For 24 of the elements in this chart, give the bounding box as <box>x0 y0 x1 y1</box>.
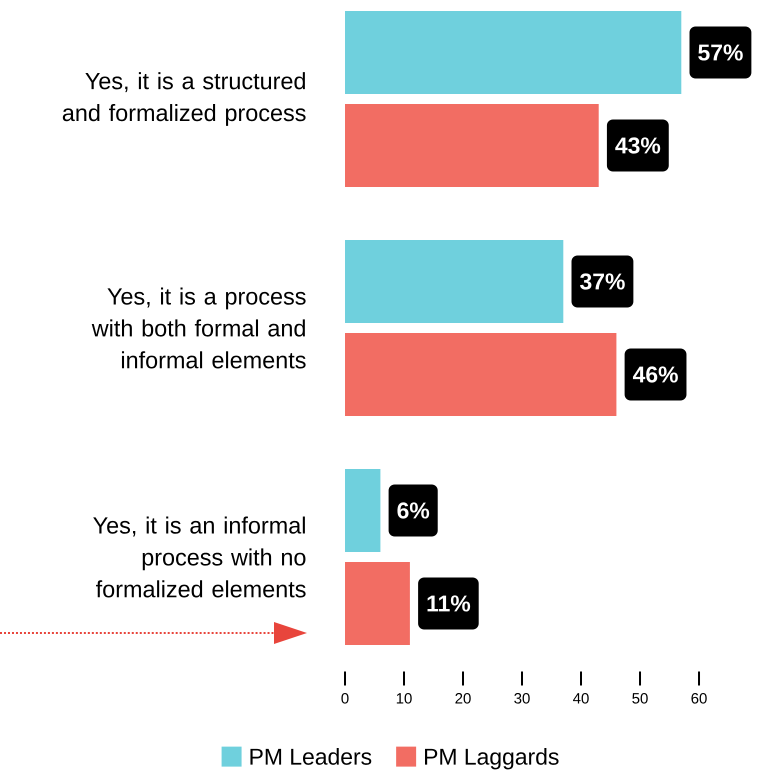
bar <box>345 332 616 416</box>
y-tick-label: Yes, it is a process with both formal and informal elements <box>92 288 306 368</box>
data-label: 43% <box>615 137 660 154</box>
x-tick-label: 10 <box>396 693 412 704</box>
data-label: 6% <box>397 502 430 519</box>
x-tick-label: 20 <box>455 693 471 704</box>
bar <box>345 468 380 552</box>
bar <box>345 562 410 645</box>
legend-label: PM Leaders <box>250 748 372 765</box>
bar <box>345 240 564 323</box>
x-tick-label: 0 <box>341 693 349 704</box>
x-tick-label: 60 <box>691 693 707 704</box>
data-label: 37% <box>580 273 625 290</box>
x-tick-label: 40 <box>573 693 589 704</box>
x-tick-label: 30 <box>514 693 530 704</box>
data-label: 57% <box>698 44 743 61</box>
data-label: 11% <box>428 595 470 612</box>
legend-label: PM Laggards <box>425 748 559 770</box>
data-label: 46% <box>632 366 678 383</box>
y-tick-label: Yes, it is a structured and formalized process <box>62 72 306 126</box>
bar <box>345 104 599 187</box>
y-tick-label: Yes, it is an informal process with no formalized elements <box>93 516 306 598</box>
bar <box>345 10 682 94</box>
x-tick-label: 50 <box>632 693 648 704</box>
